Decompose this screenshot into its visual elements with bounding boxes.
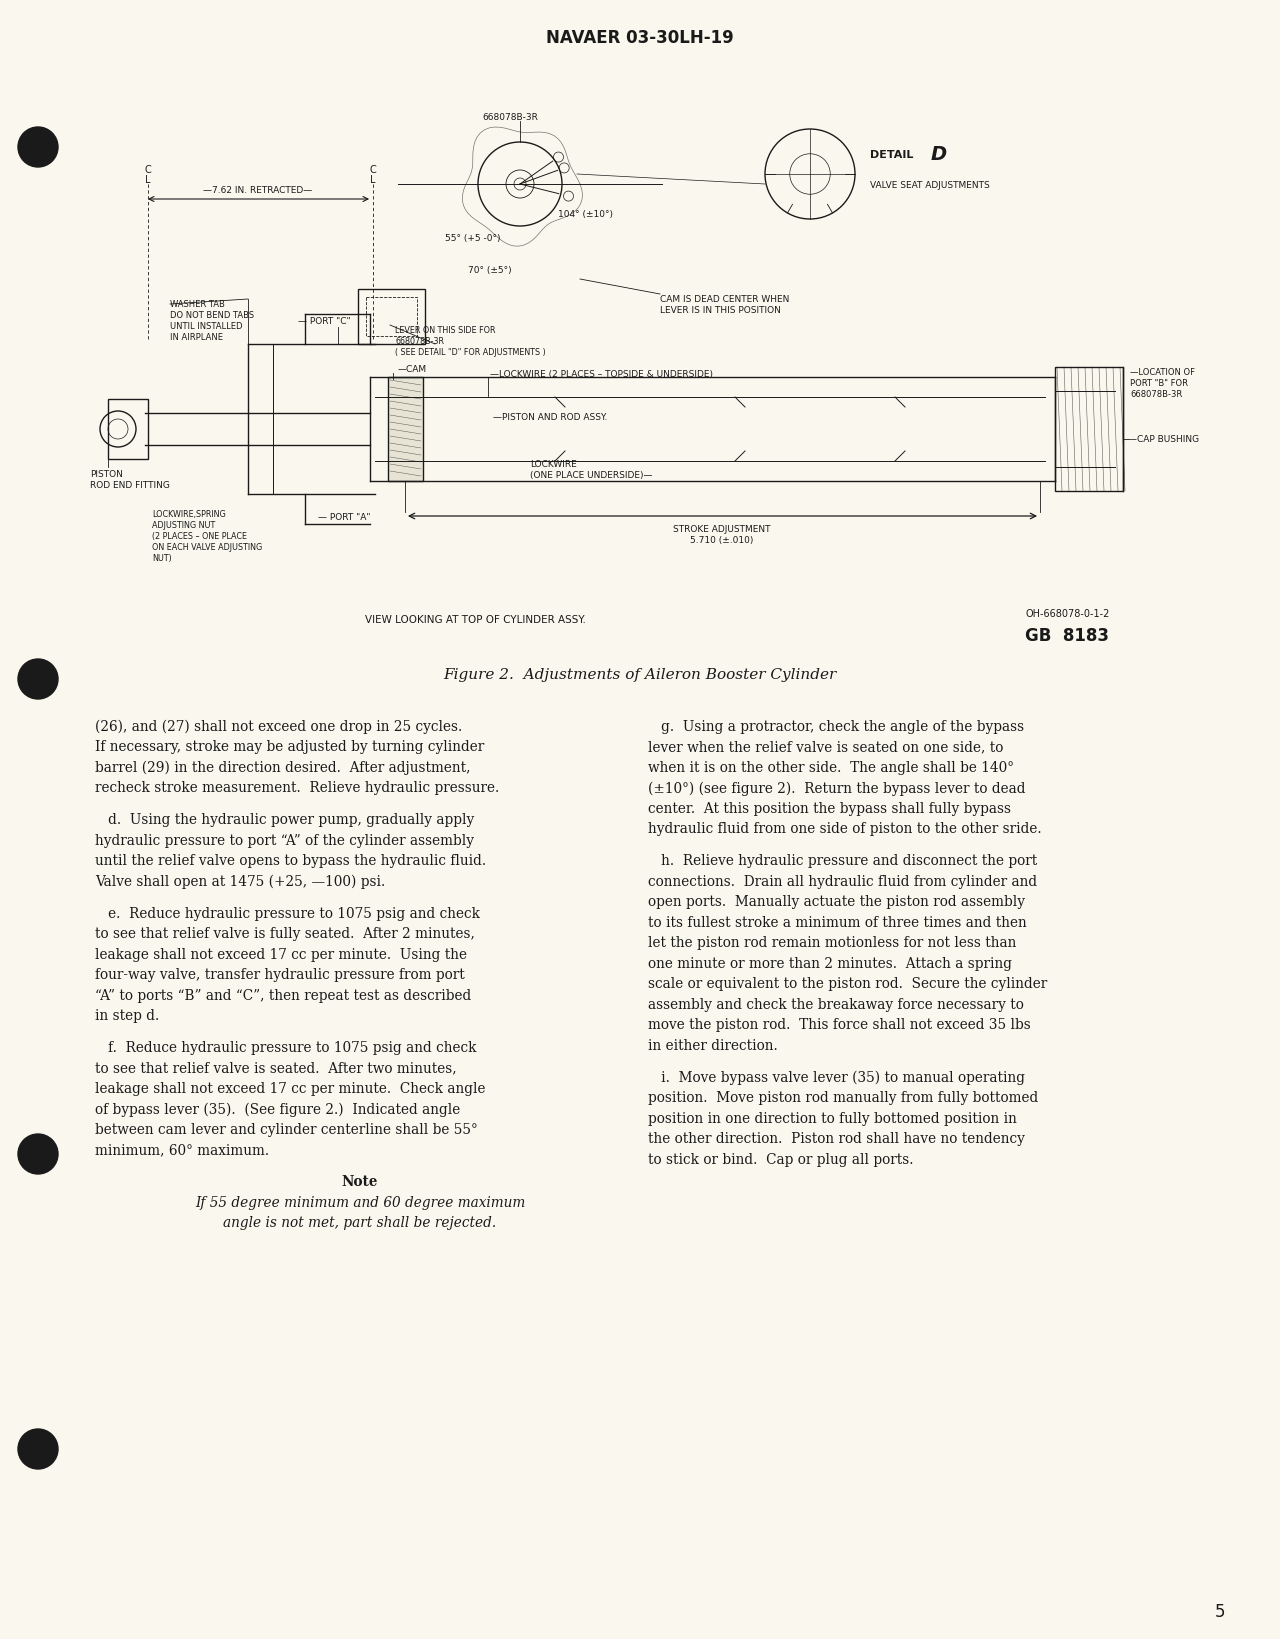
Text: LOCKWIRE,SPRING
ADJUSTING NUT
(2 PLACES – ONE PLACE
ON EACH VALVE ADJUSTING
NUT): LOCKWIRE,SPRING ADJUSTING NUT (2 PLACES … (152, 510, 262, 564)
Text: leakage shall not exceed 17 cc per minute.  Using the: leakage shall not exceed 17 cc per minut… (95, 947, 467, 960)
Text: —7.62 IN. RETRACTED—: —7.62 IN. RETRACTED— (204, 185, 312, 195)
Text: let the piston rod remain motionless for not less than: let the piston rod remain motionless for… (648, 936, 1016, 949)
Text: scale or equivalent to the piston rod.  Secure the cylinder: scale or equivalent to the piston rod. S… (648, 977, 1047, 990)
Text: to its fullest stroke a minimum of three times and then: to its fullest stroke a minimum of three… (648, 915, 1027, 929)
Circle shape (18, 1429, 58, 1469)
Text: DETAIL: DETAIL (870, 149, 914, 161)
Text: recheck stroke measurement.  Relieve hydraulic pressure.: recheck stroke measurement. Relieve hydr… (95, 782, 499, 795)
Text: hydraulic fluid from one side of piston to the other sride.: hydraulic fluid from one side of piston … (648, 823, 1042, 836)
Text: to stick or bind.  Cap or plug all ports.: to stick or bind. Cap or plug all ports. (648, 1152, 914, 1165)
Text: g.  Using a protractor, check the angle of the bypass: g. Using a protractor, check the angle o… (648, 720, 1024, 734)
Text: Figure 2.  Adjustments of Aileron Booster Cylinder: Figure 2. Adjustments of Aileron Booster… (443, 667, 837, 682)
Text: assembly and check the breakaway force necessary to: assembly and check the breakaway force n… (648, 997, 1024, 1011)
Text: CAM IS DEAD CENTER WHEN
LEVER IS IN THIS POSITION: CAM IS DEAD CENTER WHEN LEVER IS IN THIS… (660, 295, 790, 315)
Text: D: D (931, 146, 947, 164)
Text: d.  Using the hydraulic power pump, gradually apply: d. Using the hydraulic power pump, gradu… (95, 813, 475, 826)
Bar (366, 298, 417, 336)
Text: position.  Move piston rod manually from fully bottomed: position. Move piston rod manually from … (648, 1090, 1038, 1105)
Text: STROKE ADJUSTMENT
5.710 (±.010): STROKE ADJUSTMENT 5.710 (±.010) (673, 524, 771, 544)
Text: —LOCKWIRE (2 PLACES – TOPSIDE & UNDERSIDE): —LOCKWIRE (2 PLACES – TOPSIDE & UNDERSID… (490, 369, 713, 379)
Text: move the piston rod.  This force shall not exceed 35 lbs: move the piston rod. This force shall no… (648, 1018, 1030, 1031)
Text: between cam lever and cylinder centerline shall be 55°: between cam lever and cylinder centerlin… (95, 1123, 477, 1136)
Text: angle is not met, part shall be rejected.: angle is not met, part shall be rejected… (224, 1216, 497, 1229)
Text: —CAP BUSHING: —CAP BUSHING (1128, 436, 1199, 444)
Text: barrel (29) in the direction desired.  After adjustment,: barrel (29) in the direction desired. Af… (95, 760, 471, 775)
Text: GB  8183: GB 8183 (1025, 626, 1108, 644)
Text: Note: Note (342, 1175, 378, 1188)
Text: i.  Move bypass valve lever (35) to manual operating: i. Move bypass valve lever (35) to manua… (648, 1070, 1025, 1085)
Bar (108, 400, 148, 459)
Bar (388, 377, 422, 482)
Text: WASHER TAB
DO NOT BEND TABS
UNTIL INSTALLED
IN AIRPLANE: WASHER TAB DO NOT BEND TABS UNTIL INSTAL… (170, 300, 255, 343)
Text: VIEW LOOKING AT TOP OF CYLINDER ASSY.: VIEW LOOKING AT TOP OF CYLINDER ASSY. (365, 615, 586, 624)
Text: LOCKWIRE
(ONE PLACE UNDERSIDE)—: LOCKWIRE (ONE PLACE UNDERSIDE)— (530, 459, 653, 480)
Text: lever when the relief valve is seated on one side, to: lever when the relief valve is seated on… (648, 741, 1004, 754)
Text: 104° (±10°): 104° (±10°) (558, 210, 613, 220)
Text: If 55 degree minimum and 60 degree maximum: If 55 degree minimum and 60 degree maxim… (195, 1195, 525, 1210)
Text: NAVAER 03-30LH-19: NAVAER 03-30LH-19 (547, 30, 733, 48)
Text: in step d.: in step d. (95, 1008, 159, 1023)
Text: in either direction.: in either direction. (648, 1037, 778, 1052)
Text: leakage shall not exceed 17 cc per minute.  Check angle: leakage shall not exceed 17 cc per minut… (95, 1082, 485, 1095)
Text: f.  Reduce hydraulic pressure to 1075 psig and check: f. Reduce hydraulic pressure to 1075 psi… (95, 1041, 476, 1054)
Text: position in one direction to fully bottomed position in: position in one direction to fully botto… (648, 1111, 1016, 1124)
Text: center.  At this position the bypass shall fully bypass: center. At this position the bypass shal… (648, 801, 1011, 816)
Text: OH-668078-0-1-2: OH-668078-0-1-2 (1025, 608, 1110, 618)
Text: If necessary, stroke may be adjusted by turning cylinder: If necessary, stroke may be adjusted by … (95, 741, 484, 754)
Text: — PORT "A": — PORT "A" (317, 513, 370, 523)
Text: —LOCATION OF
PORT "B" FOR
668078B-3R: —LOCATION OF PORT "B" FOR 668078B-3R (1130, 367, 1196, 398)
Text: hydraulic pressure to port “A” of the cylinder assembly: hydraulic pressure to port “A” of the cy… (95, 833, 474, 847)
Text: 70° (±5°): 70° (±5°) (468, 266, 512, 274)
Text: PISTON
ROD END FITTING: PISTON ROD END FITTING (90, 470, 170, 490)
Text: of bypass lever (35).  (See figure 2.)  Indicated angle: of bypass lever (35). (See figure 2.) In… (95, 1101, 461, 1116)
Text: VALVE SEAT ADJUSTMENTS: VALVE SEAT ADJUSTMENTS (870, 180, 989, 190)
Circle shape (18, 659, 58, 700)
Circle shape (18, 128, 58, 167)
Text: LEVER ON THIS SIDE FOR
668078B-3R
( SEE DETAIL "D" FOR ADJUSTMENTS ): LEVER ON THIS SIDE FOR 668078B-3R ( SEE … (396, 326, 545, 357)
Text: the other direction.  Piston rod shall have no tendency: the other direction. Piston rod shall ha… (648, 1131, 1025, 1146)
Bar (358, 290, 425, 344)
Text: C
L: C L (145, 166, 151, 185)
Bar (1055, 367, 1123, 492)
Text: C
L: C L (370, 166, 376, 185)
Text: connections.  Drain all hydraulic fluid from cylinder and: connections. Drain all hydraulic fluid f… (648, 874, 1037, 888)
Text: 668078B-3R: 668078B-3R (483, 113, 538, 123)
Text: when it is on the other side.  The angle shall be 140°: when it is on the other side. The angle … (648, 760, 1014, 775)
Text: to see that relief valve is seated.  After two minutes,: to see that relief valve is seated. Afte… (95, 1060, 457, 1075)
Text: until the relief valve opens to bypass the hydraulic fluid.: until the relief valve opens to bypass t… (95, 854, 486, 867)
Text: 55° (+5 -0°): 55° (+5 -0°) (445, 233, 500, 243)
Text: one minute or more than 2 minutes.  Attach a spring: one minute or more than 2 minutes. Attac… (648, 956, 1012, 970)
Text: 5: 5 (1215, 1601, 1225, 1619)
Text: e.  Reduce hydraulic pressure to 1075 psig and check: e. Reduce hydraulic pressure to 1075 psi… (95, 906, 480, 919)
Text: —PISTON AND ROD ASSY.: —PISTON AND ROD ASSY. (493, 413, 608, 423)
Text: Valve shall open at 1475 (+25, —100) psi.: Valve shall open at 1475 (+25, —100) psi… (95, 874, 385, 888)
Text: h.  Relieve hydraulic pressure and disconnect the port: h. Relieve hydraulic pressure and discon… (648, 854, 1037, 867)
Text: (±10°) (see figure 2).  Return the bypass lever to dead: (±10°) (see figure 2). Return the bypass… (648, 782, 1025, 795)
Text: — PORT "C": — PORT "C" (298, 318, 351, 326)
Text: four-way valve, transfer hydraulic pressure from port: four-way valve, transfer hydraulic press… (95, 967, 465, 982)
Text: to see that relief valve is fully seated.  After 2 minutes,: to see that relief valve is fully seated… (95, 926, 475, 941)
Text: “A” to ports “B” and “C”, then repeat test as described: “A” to ports “B” and “C”, then repeat te… (95, 988, 471, 1001)
Circle shape (18, 1134, 58, 1174)
Text: (26), and (27) shall not exceed one drop in 25 cycles.: (26), and (27) shall not exceed one drop… (95, 720, 462, 734)
Text: minimum, 60° maximum.: minimum, 60° maximum. (95, 1142, 269, 1157)
Text: open ports.  Manually actuate the piston rod assembly: open ports. Manually actuate the piston … (648, 895, 1025, 908)
Text: —CAM: —CAM (398, 365, 428, 374)
